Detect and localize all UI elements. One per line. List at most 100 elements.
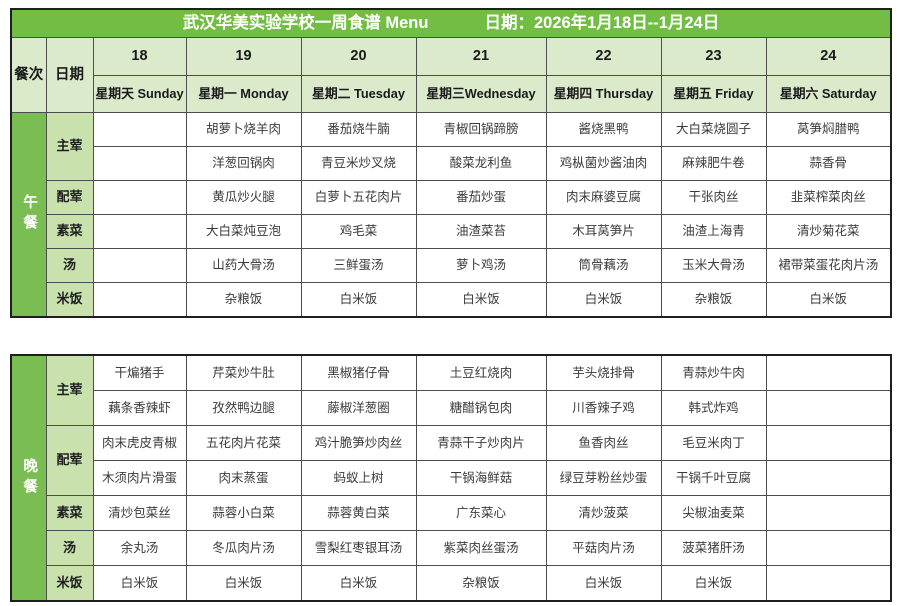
menu-cell: 酸菜龙利鱼	[415, 146, 547, 181]
menu-cell: 三鲜蛋汤	[300, 248, 417, 283]
menu-cell: 玉米大骨汤	[660, 248, 767, 283]
table-row: 配荤 肉末虎皮青椒 五花肉片花菜 鸡汁脆笋炒肉丝 青蒜干子炒肉片 鱼香肉丝 毛豆…	[11, 425, 892, 496]
menu-cell: 干锅千叶豆腐	[660, 460, 767, 496]
menu-cell: 干煸猪手	[92, 354, 187, 391]
day-number: 22	[545, 37, 662, 76]
menu-cell: 鱼香肉丝	[545, 425, 662, 461]
lunch-meal-label: 午餐	[10, 112, 47, 318]
day-name: 星期四 Thursday	[545, 75, 662, 113]
menu-cell: 广东菜心	[415, 495, 547, 531]
category-label: 主荤	[45, 112, 94, 181]
menu-cell	[765, 354, 892, 391]
menu-cell: 麻辣肥牛卷	[660, 146, 767, 181]
menu-cell: 杂粮饭	[415, 565, 547, 602]
day-number: 23	[660, 37, 767, 76]
menu-cell: 清炒菊花菜	[765, 214, 892, 249]
category-label: 米饭	[45, 282, 94, 318]
table-row: 米饭 白米饭 白米饭 白米饭 杂粮饭 白米饭 白米饭	[11, 565, 892, 602]
category-label: 米饭	[45, 565, 94, 602]
day-name: 星期五 Friday	[660, 75, 767, 113]
menu-cell: 莴笋焖腊鸭	[765, 112, 892, 147]
category-label: 汤	[45, 248, 94, 283]
menu-cell: 裙带菜蛋花肉片汤	[765, 248, 892, 283]
title-bar: 武汉华美实验学校一周食谱 Menu 日期：2026年1月18日--1月24日	[10, 8, 892, 38]
menu-cell: 余丸汤	[92, 530, 187, 566]
menu-cell: 青蒜干子炒肉片	[415, 425, 547, 461]
menu-cell: 菠菜猪肝汤	[660, 530, 767, 566]
section-gap	[10, 318, 890, 354]
menu-cell: 孜然鸭边腿	[185, 390, 302, 426]
table-row: 木须肉片滑蛋 肉末蒸蛋 蚂蚁上树 干锅海鲜菇 绿豆芽粉丝炒蛋 干锅千叶豆腐	[11, 460, 892, 496]
menu-cell: 白米饭	[300, 565, 417, 602]
menu-cell	[765, 425, 892, 461]
menu-cell: 白萝卜五花肉片	[300, 180, 417, 215]
menu-cell: 青蒜炒牛肉	[660, 354, 767, 391]
menu-cell: 酱烧黑鸭	[545, 112, 662, 147]
menu-cell	[765, 530, 892, 566]
menu-cell: 鸡枞菌炒酱油肉	[545, 146, 662, 181]
menu-cell: 清炒菠菜	[545, 495, 662, 531]
menu-cell: 鸡毛菜	[300, 214, 417, 249]
menu-cell: 尖椒油麦菜	[660, 495, 767, 531]
table-row: 藕条香辣虾 孜然鸭边腿 藤椒洋葱圈 糖醋锅包肉 川香辣子鸡 韩式炸鸡	[11, 390, 892, 426]
day-number: 20	[300, 37, 417, 76]
table-row: 配荤 黄瓜炒火腿 白萝卜五花肉片 番茄炒蛋 肉末麻婆豆腐 干张肉丝 韭菜榨菜肉丝	[11, 180, 892, 215]
menu-cell: 蒜蓉黄白菜	[300, 495, 417, 531]
category-label: 素菜	[45, 214, 94, 249]
menu-cell	[92, 146, 187, 181]
menu-cell: 紫菜肉丝蛋汤	[415, 530, 547, 566]
menu-cell: 大白菜炖豆泡	[185, 214, 302, 249]
menu-cell: 白米饭	[765, 282, 892, 318]
date-col-header: 日期	[45, 37, 94, 113]
menu-cell: 芹菜炒牛肚	[185, 354, 302, 391]
menu-cell: 白米饭	[660, 565, 767, 602]
date-range: 日期：2026年1月18日--1月24日	[484, 14, 720, 33]
menu-cell: 韭菜榨菜肉丝	[765, 180, 892, 215]
day-name: 星期三Wednesday	[415, 75, 547, 113]
menu-cell	[765, 460, 892, 496]
table-row: 素菜 清炒包菜丝 蒜蓉小白菜 蒜蓉黄白菜 广东菜心 清炒菠菜 尖椒油麦菜	[11, 495, 892, 531]
category-label: 配荤	[45, 180, 94, 215]
menu-cell: 杂粮饭	[185, 282, 302, 318]
menu-cell: 洋葱回锅肉	[185, 146, 302, 181]
menu-cell: 木耳莴笋片	[545, 214, 662, 249]
menu-cell: 芋头烧排骨	[545, 354, 662, 391]
menu-cell	[765, 495, 892, 531]
menu-cell: 蚂蚁上树	[300, 460, 417, 496]
menu-cell: 大白菜烧圆子	[660, 112, 767, 147]
menu-cell: 雪梨红枣银耳汤	[300, 530, 417, 566]
menu-cell: 番茄炒蛋	[415, 180, 547, 215]
menu-cell: 胡萝卜烧羊肉	[185, 112, 302, 147]
day-number: 21	[415, 37, 547, 76]
menu-cell: 干锅海鲜菇	[415, 460, 547, 496]
category-label: 配荤	[45, 425, 94, 496]
menu-cell: 黑椒猪仔骨	[300, 354, 417, 391]
menu-cell: 萝卜鸡汤	[415, 248, 547, 283]
lunch-table: 武汉华美实验学校一周食谱 Menu 日期：2026年1月18日--1月24日 餐…	[10, 8, 893, 318]
menu-cell: 清炒包菜丝	[92, 495, 187, 531]
menu-cell	[92, 248, 187, 283]
menu-cell: 藕条香辣虾	[92, 390, 187, 426]
menu-cell: 蒜香骨	[765, 146, 892, 181]
menu-cell: 白米饭	[185, 565, 302, 602]
category-label: 主荤	[45, 354, 94, 426]
day-number: 18	[92, 37, 187, 76]
menu-cell: 藤椒洋葱圈	[300, 390, 417, 426]
dinner-table: 晚餐 主荤 干煸猪手 芹菜炒牛肚 黑椒猪仔骨 土豆红烧肉 芋头烧排骨 青蒜炒牛肉…	[10, 354, 892, 602]
menu-cell: 平菇肉片汤	[545, 530, 662, 566]
day-name: 星期六 Saturday	[765, 75, 892, 113]
menu-cell: 白米饭	[545, 565, 662, 602]
menu-cell: 糖醋锅包肉	[415, 390, 547, 426]
table-row: 汤 余丸汤 冬瓜肉片汤 雪梨红枣银耳汤 紫菜肉丝蛋汤 平菇肉片汤 菠菜猪肝汤	[11, 530, 892, 566]
title-row: 武汉华美实验学校一周食谱 Menu 日期：2026年1月18日--1月24日	[10, 8, 892, 38]
day-name: 星期天 Sunday	[92, 75, 187, 113]
menu-cell: 鸡汁脆笋炒肉丝	[300, 425, 417, 461]
day-name: 星期二 Tuesday	[300, 75, 417, 113]
table-row: 米饭 杂粮饭 白米饭 白米饭 白米饭 杂粮饭 白米饭	[11, 282, 892, 318]
menu-cell	[92, 282, 187, 318]
table-row: 晚餐 主荤 干煸猪手 芹菜炒牛肚 黑椒猪仔骨 土豆红烧肉 芋头烧排骨 青蒜炒牛肉	[10, 354, 892, 602]
table-row: 洋葱回锅肉 青豆米炒叉烧 酸菜龙利鱼 鸡枞菌炒酱油肉 麻辣肥牛卷 蒜香骨	[11, 146, 892, 181]
day-number-row: 餐次 日期 18 19 20 21 22 23 24	[10, 37, 892, 113]
menu-cell	[92, 112, 187, 147]
menu-cell: 干张肉丝	[660, 180, 767, 215]
